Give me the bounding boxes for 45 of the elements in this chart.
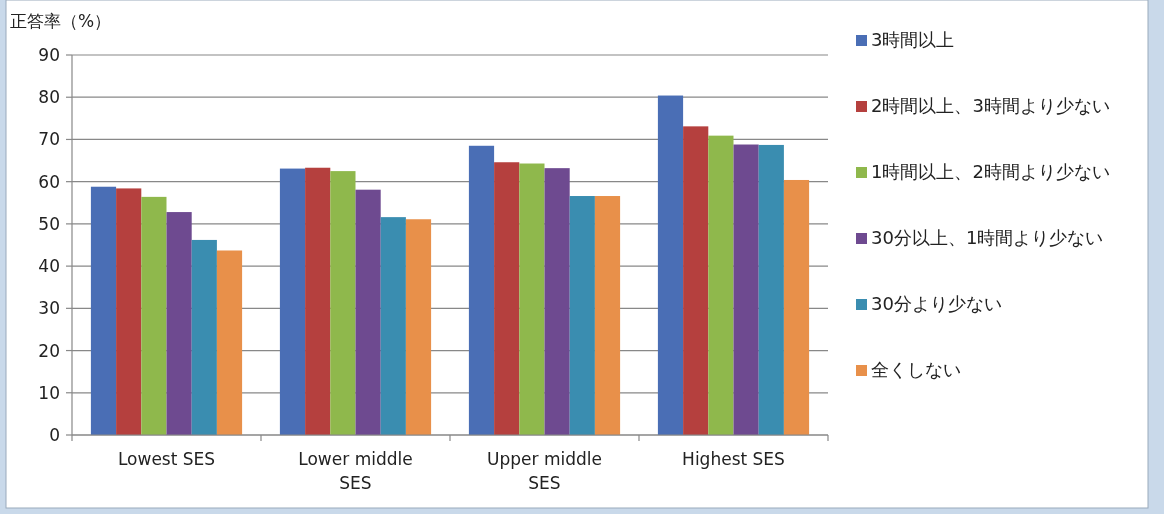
y-axis-title: 正答率（%） xyxy=(10,11,112,31)
bar xyxy=(544,168,570,435)
bar xyxy=(141,196,167,435)
y-tick-label: 0 xyxy=(49,425,60,445)
bar xyxy=(166,212,192,435)
legend-label: 全くしない xyxy=(871,359,961,380)
x-tick-label: Lowest SES xyxy=(117,449,216,469)
bar xyxy=(733,144,759,435)
bar xyxy=(468,145,495,435)
legend-label: 2時間以上、3時間より少ない xyxy=(871,95,1110,116)
bar xyxy=(494,162,520,435)
y-tick-label: 70 xyxy=(38,129,60,150)
bar xyxy=(380,217,406,435)
bar xyxy=(305,167,331,435)
bar xyxy=(279,168,306,435)
bar xyxy=(355,189,381,435)
bar xyxy=(191,239,217,435)
y-tick-label: 60 xyxy=(38,171,60,192)
y-tick-label: 40 xyxy=(38,256,60,277)
y-tick-label: 80 xyxy=(38,87,60,108)
x-tick-label: Upper middle SES xyxy=(487,449,602,493)
bar xyxy=(519,163,545,435)
bar xyxy=(216,250,243,435)
bar xyxy=(594,196,621,435)
x-tick-label: Highest SES xyxy=(682,449,785,469)
bar xyxy=(569,196,595,435)
bar xyxy=(330,171,356,435)
bar xyxy=(116,188,142,435)
y-tick-label: 30 xyxy=(38,298,60,319)
bar xyxy=(90,186,117,435)
y-tick-label: 20 xyxy=(38,340,60,361)
bar xyxy=(683,126,709,435)
y-tick-label: 10 xyxy=(38,382,60,403)
legend-label: 3時間以上 xyxy=(871,29,955,50)
legend-label: 30分より少ない xyxy=(871,293,1002,314)
legend-label: 30分以上、1時間より少ない xyxy=(871,227,1104,248)
bar xyxy=(783,179,810,435)
x-tick-label: Lower middle SES xyxy=(298,449,413,493)
legend-label: 1時間以上、2時間より少ない xyxy=(871,161,1110,182)
bar xyxy=(708,135,734,435)
bar xyxy=(657,95,684,435)
bar xyxy=(405,219,432,435)
y-tick-label: 90 xyxy=(38,45,60,65)
bar xyxy=(758,144,784,435)
y-tick-label: 50 xyxy=(38,213,60,234)
